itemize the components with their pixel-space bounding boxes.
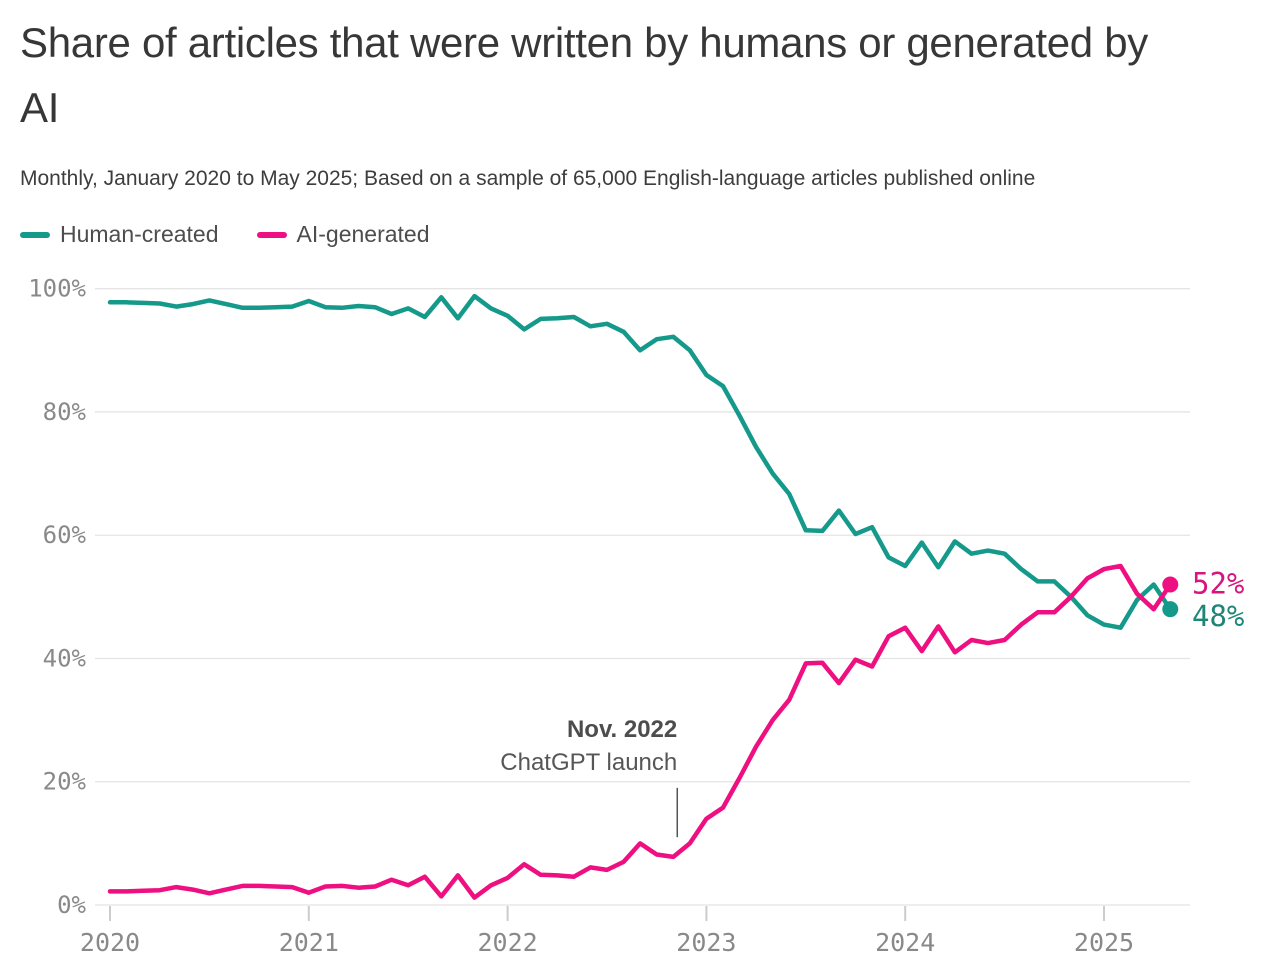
x-axis-tick-label: 2020	[80, 928, 140, 957]
legend-label: AI-generated	[296, 221, 430, 248]
human-created-end-dot	[1162, 601, 1179, 618]
ai-generated-line	[107, 563, 1173, 900]
ai-generated-swatch-icon	[256, 231, 287, 238]
ai-generated-end-value-label: 52%	[1192, 567, 1244, 601]
x-axis-tick-label: 2025	[1074, 928, 1134, 957]
page-title: Share of articles that were written by h…	[20, 19, 1148, 132]
y-axis-tick-label: 100%	[28, 275, 86, 303]
legend: Human-created AI-generated	[20, 221, 1260, 248]
annotation-event-label: ChatGPT launch	[500, 749, 677, 776]
x-axis-tick-label: 2024	[875, 928, 935, 957]
legend-label: Human-created	[60, 221, 219, 248]
x-axis-tick-label: 2022	[477, 928, 537, 957]
x-axis-tick-label: 2021	[279, 928, 339, 957]
human-created-line	[107, 293, 1173, 630]
page-subtitle: Monthly, January 2020 to May 2025; Based…	[20, 167, 1036, 191]
y-axis-tick-label: 40%	[43, 644, 87, 672]
y-axis-tick-label: 80%	[43, 398, 87, 426]
x-axis-tick-label: 2023	[676, 928, 736, 957]
y-axis-tick-label: 20%	[43, 768, 87, 796]
human-created-swatch-icon	[20, 231, 50, 238]
y-axis-tick-label: 0%	[57, 891, 86, 919]
chart-header: Share of articles that were written by h…	[0, 0, 1280, 248]
legend-item-ai-generated: AI-generated	[256, 221, 430, 248]
ai-generated-end-dot	[1162, 576, 1179, 593]
annotation-date-label: Nov. 2022	[567, 716, 677, 743]
y-axis-tick-label: 60%	[43, 521, 87, 549]
human-created-end-value-label: 48%	[1192, 599, 1244, 633]
legend-item-human-created: Human-created	[20, 221, 219, 248]
